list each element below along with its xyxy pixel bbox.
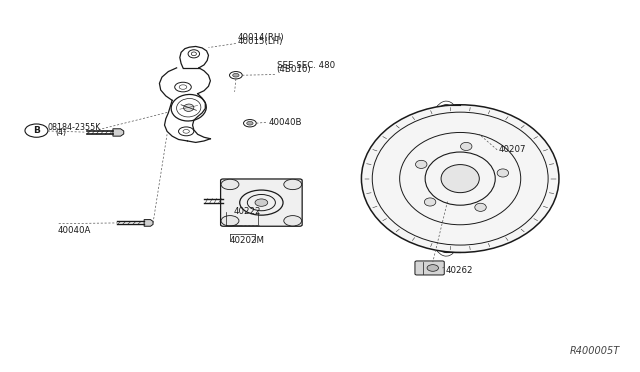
Text: (4): (4) [56,128,67,137]
Text: B: B [33,126,40,135]
Text: 40015(LH): 40015(LH) [237,38,282,46]
Text: 40040B: 40040B [269,118,303,127]
FancyBboxPatch shape [415,261,444,275]
Circle shape [233,73,239,77]
Ellipse shape [497,169,509,177]
Circle shape [284,216,301,226]
Ellipse shape [475,203,486,211]
Ellipse shape [362,105,559,253]
Ellipse shape [461,142,472,151]
Text: 40014(RH): 40014(RH) [237,33,284,42]
Ellipse shape [184,104,194,111]
Ellipse shape [415,160,427,169]
Circle shape [284,179,301,190]
Circle shape [246,121,253,125]
Text: 40040A: 40040A [58,225,91,234]
Ellipse shape [424,198,436,206]
Text: 08184-2355K: 08184-2355K [47,124,100,132]
Text: 40202M: 40202M [230,236,264,245]
Text: SEE SEC. 480: SEE SEC. 480 [276,61,335,70]
Circle shape [221,179,239,190]
Ellipse shape [441,164,479,193]
Circle shape [221,216,239,226]
Text: R400005T: R400005T [569,346,620,356]
Text: 40207: 40207 [499,145,526,154]
Circle shape [427,264,438,271]
Circle shape [255,199,268,206]
Text: 40222: 40222 [234,206,261,215]
Polygon shape [113,129,124,136]
Text: 40262: 40262 [445,266,473,275]
Polygon shape [144,219,153,226]
FancyBboxPatch shape [221,179,302,226]
Text: (4B010): (4B010) [276,65,311,74]
